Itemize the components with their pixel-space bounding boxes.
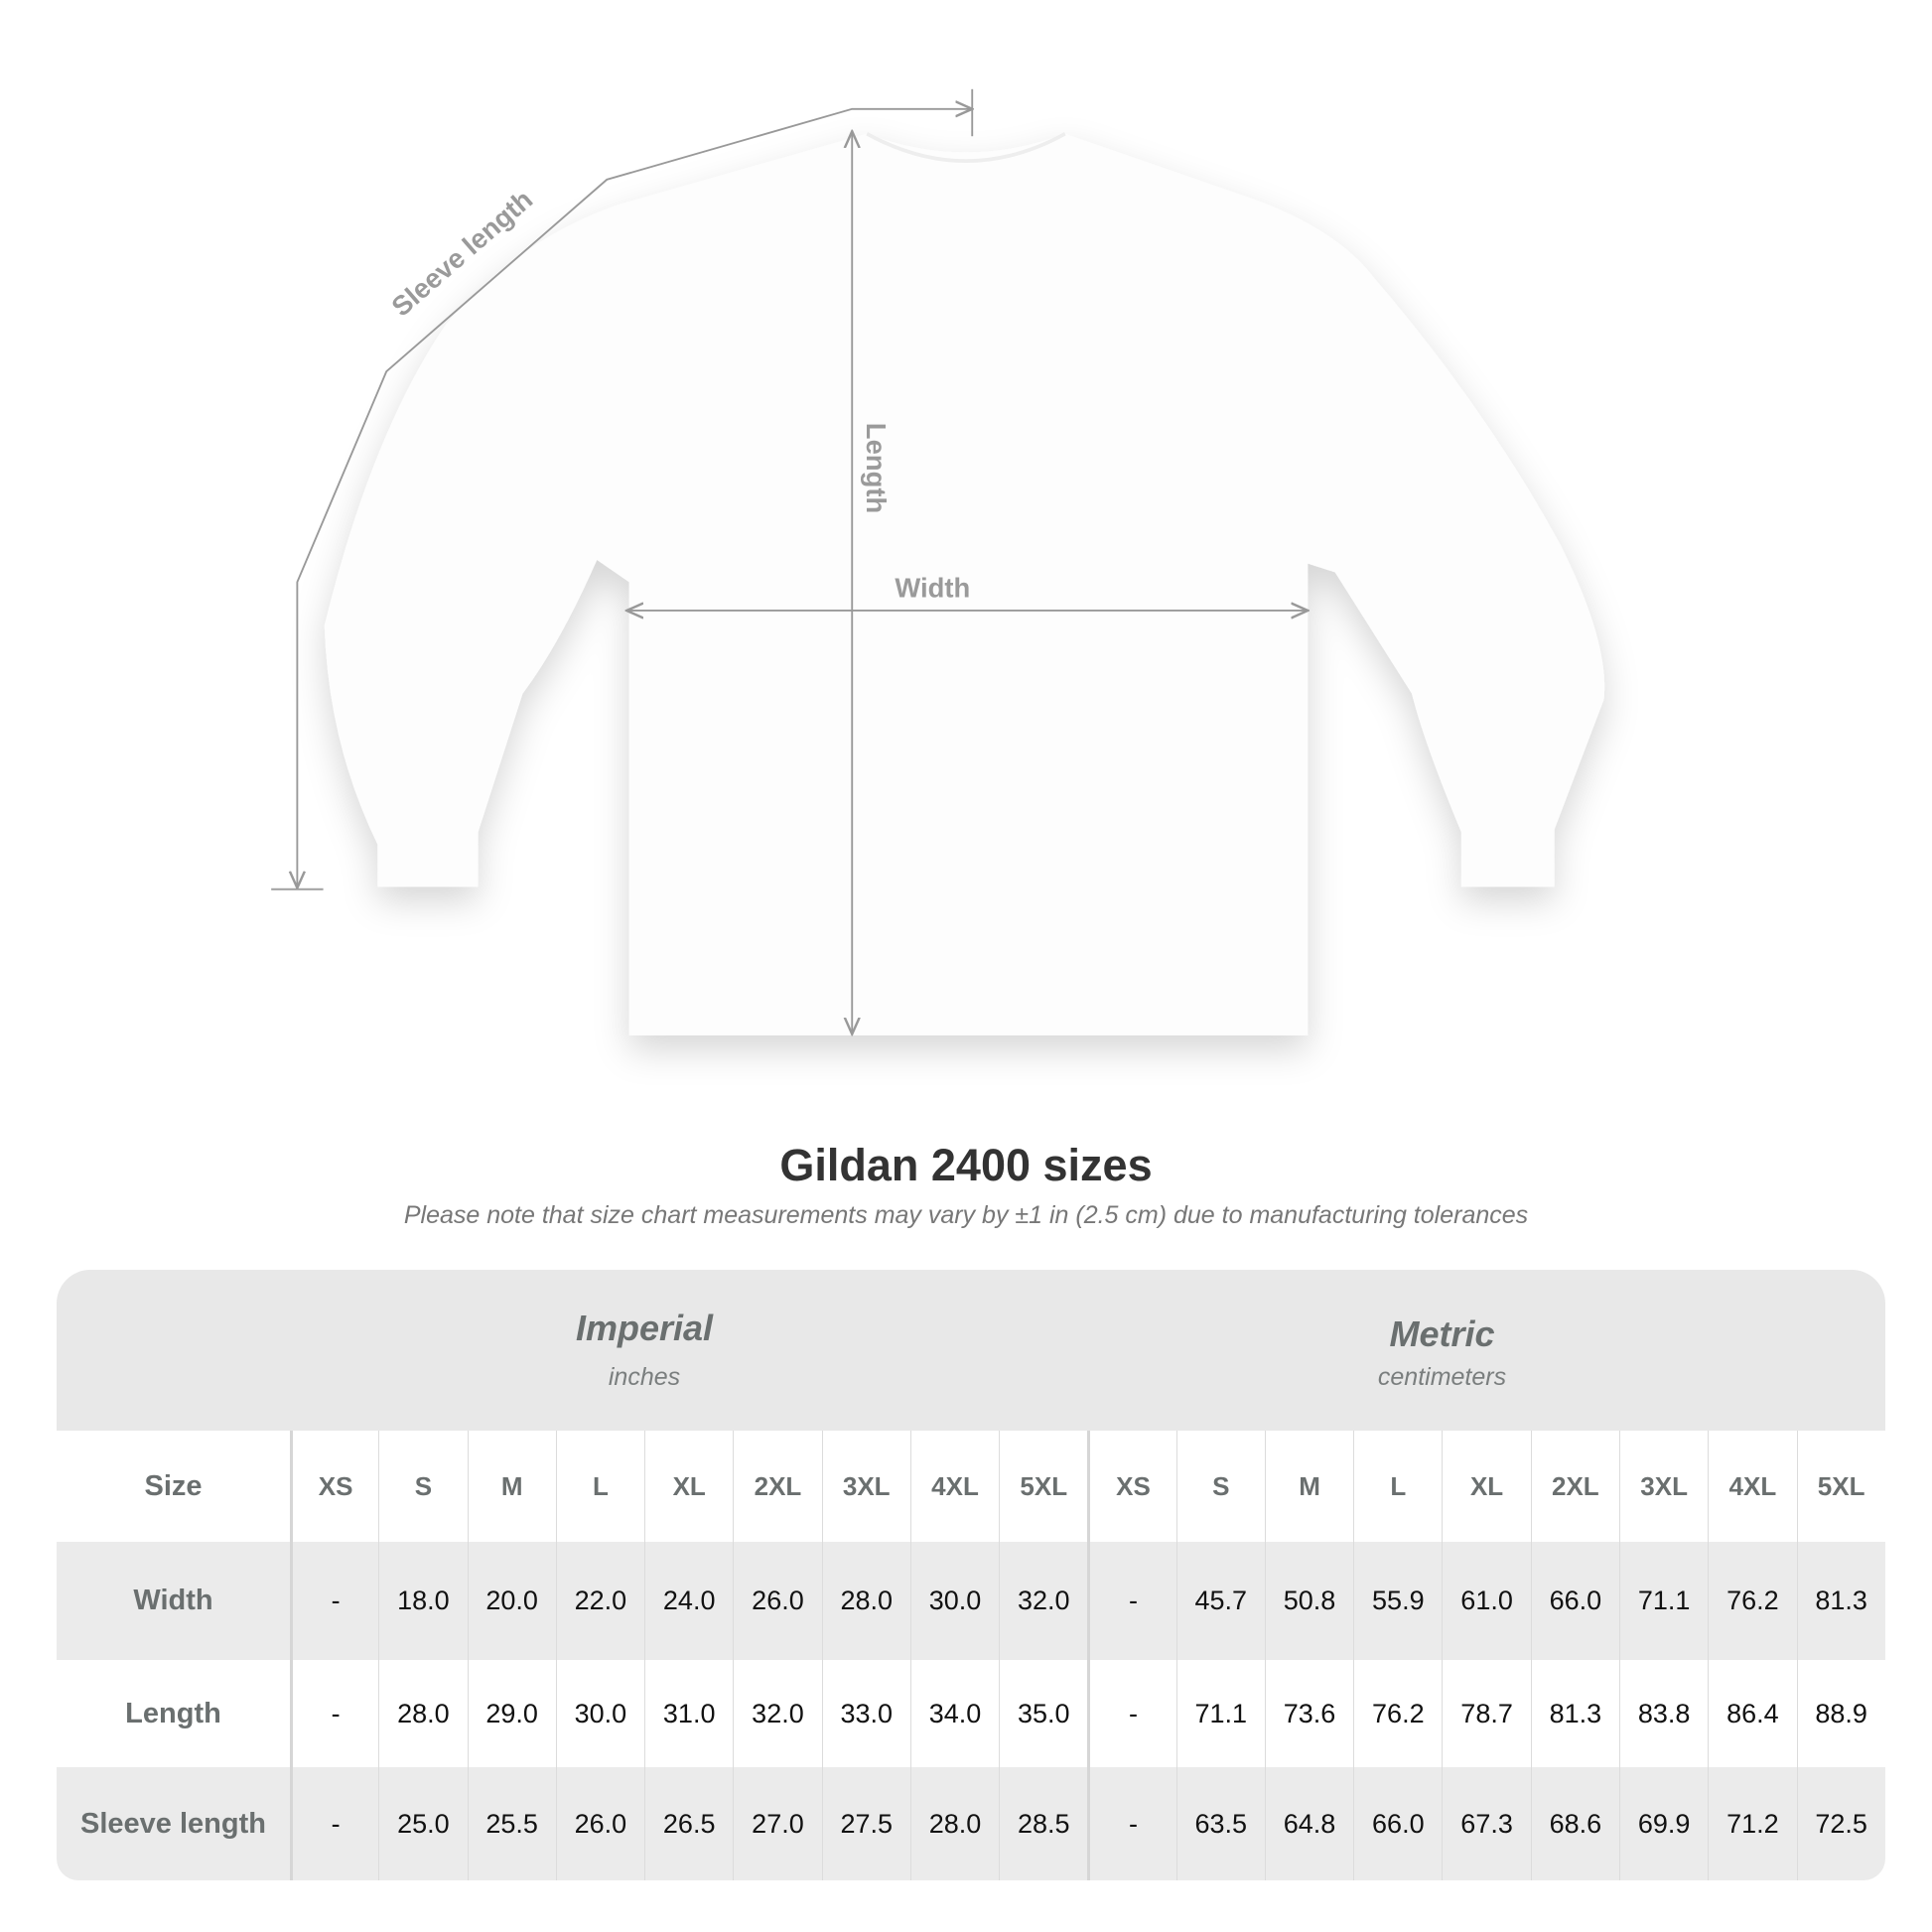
table-cell: 18.0 (378, 1542, 467, 1660)
table-cell: 32.0 (733, 1660, 821, 1767)
size-header-cell: 3XL (821, 1431, 910, 1542)
size-header-cell: 4XL (909, 1431, 999, 1542)
table-cell: 20.0 (467, 1542, 556, 1660)
table-cell: 86.4 (1708, 1660, 1796, 1767)
table-cell: 31.0 (644, 1660, 733, 1767)
size-header-cell: 4XL (1708, 1431, 1796, 1542)
row-label: Width (133, 1585, 213, 1616)
table-cell: - (1087, 1542, 1175, 1660)
table-cell: 28.0 (821, 1542, 910, 1660)
table-cell: 29.0 (467, 1660, 556, 1767)
table-cell: - (290, 1542, 378, 1660)
table-cell: 73.6 (1264, 1660, 1353, 1767)
size-header-cell: XL (1442, 1431, 1530, 1542)
table-cell: - (1087, 1660, 1175, 1767)
table-cell: 78.7 (1442, 1660, 1530, 1767)
table-cell: 67.3 (1442, 1767, 1530, 1880)
size-header-cell: M (1264, 1431, 1353, 1542)
table-cell: 27.0 (733, 1767, 821, 1880)
table-cell: - (290, 1660, 378, 1767)
table-cell: 76.2 (1708, 1542, 1796, 1660)
table-cell: - (1087, 1767, 1175, 1880)
size-header-cell: 3XL (1618, 1431, 1708, 1542)
size-header-cell: 5XL (1796, 1431, 1885, 1542)
table-cell: 71.2 (1708, 1767, 1796, 1880)
size-header-cell: M (467, 1431, 556, 1542)
table-cell: 25.0 (378, 1767, 467, 1880)
size-header-cell: XS (290, 1431, 378, 1542)
size-header-cell: S (1175, 1431, 1265, 1542)
table-cell: 69.9 (1618, 1767, 1708, 1880)
table-cell: 33.0 (821, 1660, 910, 1767)
imperial-title: Imperial (575, 1308, 714, 1348)
table-cell: 26.5 (644, 1767, 733, 1880)
table-cell: 28.0 (378, 1660, 467, 1767)
table-row: Sleeve length -25.0 25.5 26.0 26.5 27.0 27.5 28… (57, 1767, 1885, 1880)
table-cell: 66.0 (1530, 1542, 1619, 1660)
table-cell: 81.3 (1796, 1542, 1885, 1660)
table-cell: 81.3 (1530, 1660, 1619, 1767)
units-header: Imperial inches Metric centimeters (57, 1270, 1885, 1431)
table-cell: 28.0 (909, 1767, 999, 1880)
row-label: Length (125, 1697, 221, 1729)
table-cell: 66.0 (1353, 1767, 1442, 1880)
table-cell: 32.0 (999, 1542, 1087, 1660)
page-title: Gildan 2400 sizes (779, 1140, 1153, 1190)
imperial-header: Imperial inches (290, 1308, 999, 1392)
size-header-cell: XS (1087, 1431, 1175, 1542)
tolerance-note: Please note that size chart measurements… (403, 1201, 1529, 1229)
table-cell: 35.0 (999, 1660, 1087, 1767)
table-cell: 45.7 (1175, 1542, 1265, 1660)
table-cell: 63.5 (1175, 1767, 1265, 1880)
table-cell: 50.8 (1264, 1542, 1353, 1660)
length-label: Length (861, 423, 892, 513)
imperial-unit: inches (608, 1363, 681, 1391)
table-cell: 64.8 (1264, 1767, 1353, 1880)
size-header-cell: L (1353, 1431, 1442, 1542)
table-cell: 71.1 (1175, 1660, 1265, 1767)
table-cell: 25.5 (467, 1767, 556, 1880)
size-table: Imperial inches Metric centimeters Size X… (57, 1270, 1885, 1880)
table-cell: 26.0 (555, 1767, 644, 1880)
size-header-cell: XL (644, 1431, 733, 1542)
table-cell: 30.0 (555, 1660, 644, 1767)
table-cell: 71.1 (1618, 1542, 1708, 1660)
table-cell: - (290, 1767, 378, 1880)
table-cell: 55.9 (1353, 1542, 1442, 1660)
table-cell: 88.9 (1796, 1660, 1885, 1767)
metric-title: Metric (1389, 1313, 1495, 1354)
table-cell: 26.0 (733, 1542, 821, 1660)
table-row: Width -18.0 20.0 22.0 24.0 26.0 28.0 30.0 32.0-4… (57, 1542, 1885, 1660)
table-cell: 22.0 (555, 1542, 644, 1660)
size-header-cell: 5XL (999, 1431, 1087, 1542)
table-row: Length -28.0 29.0 30.0 31.0 32.0 33.0 34.0 35.0-… (57, 1660, 1885, 1767)
row-label: Sleeve length (80, 1807, 266, 1840)
size-header-cell: S (378, 1431, 467, 1542)
table-cell: 24.0 (644, 1542, 733, 1660)
row-label: Size (144, 1469, 203, 1502)
metric-unit: centimeters (1377, 1363, 1507, 1391)
sleeve-measure-line (297, 109, 972, 889)
width-label: Width (895, 572, 970, 603)
table-cell: 83.8 (1618, 1660, 1708, 1767)
table-cell: 27.5 (821, 1767, 910, 1880)
table-cell: 76.2 (1353, 1660, 1442, 1767)
table-cell: 68.6 (1530, 1767, 1619, 1880)
table-cell: 34.0 (909, 1660, 999, 1767)
table-cell: 61.0 (1442, 1542, 1530, 1660)
size-header-cell: L (555, 1431, 644, 1542)
size-header-cell: 2XL (733, 1431, 821, 1542)
table-cell: 72.5 (1796, 1767, 1885, 1880)
table-cell: 30.0 (909, 1542, 999, 1660)
size-header-cell: 2XL (1530, 1431, 1619, 1542)
table-cell: 28.5 (999, 1767, 1087, 1880)
metric-header: Metric centimeters (999, 1313, 1885, 1392)
size-header-row: Size XS S M L XL 2XL 3XL 4XL 5XL XS S M L XL 2XL 3XL 4XL 5… (57, 1431, 1885, 1542)
